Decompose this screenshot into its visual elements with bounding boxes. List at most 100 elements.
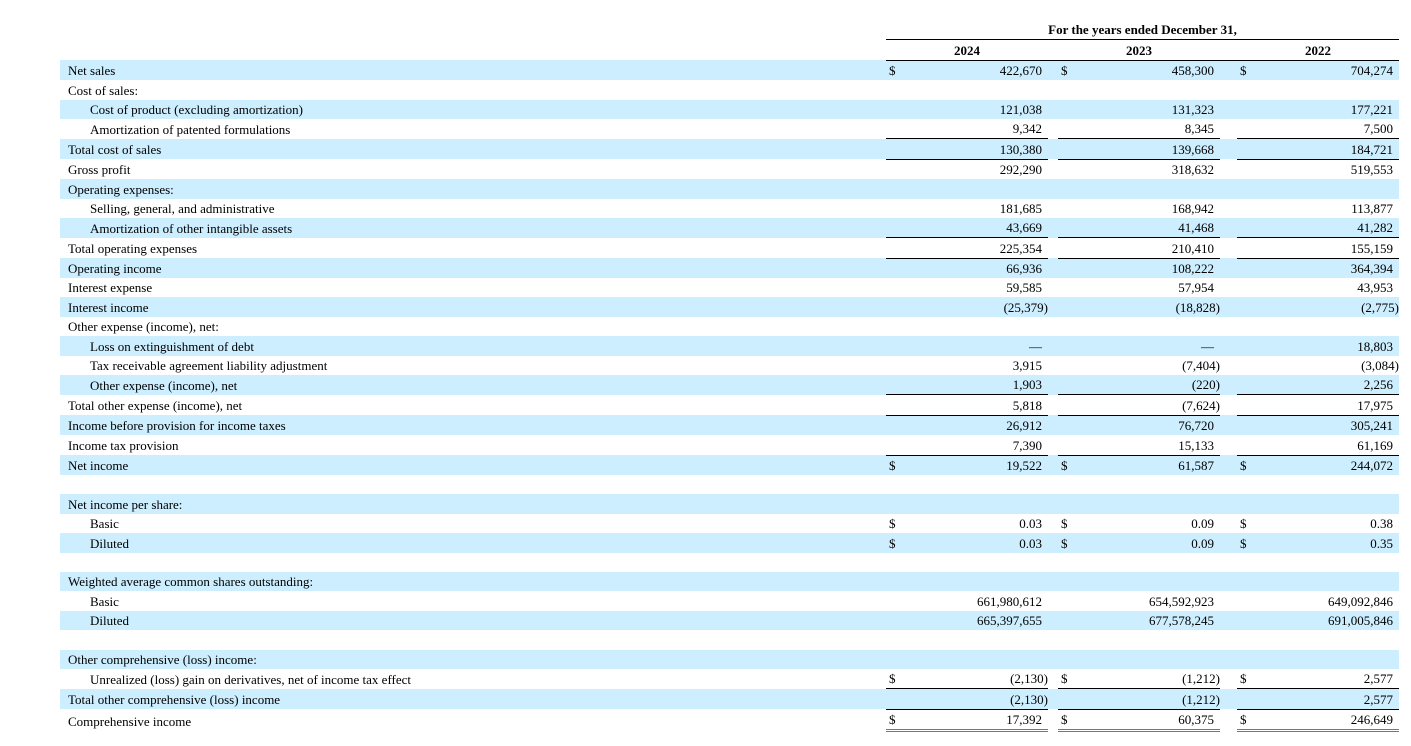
table-row: Net sales $422,670 $458,300 $704,274 bbox=[60, 60, 1399, 81]
row-label: Comprehensive income bbox=[68, 713, 192, 729]
value-2024 bbox=[900, 553, 1048, 572]
column-gap bbox=[1220, 395, 1237, 415]
value-2023: 41,468 bbox=[1072, 217, 1220, 238]
table-row: Loss on extinguishment of debt — — 18,803 bbox=[60, 336, 1399, 356]
table-row: Selling, general, and administrative 181,… bbox=[60, 199, 1399, 218]
table-row: Total other comprehensive (loss) income (… bbox=[60, 688, 1399, 710]
value-2024: 130,380 bbox=[900, 138, 1048, 160]
column-gap bbox=[1048, 455, 1058, 475]
table-row: Other expense (income), net 1,903 (220) 2,2… bbox=[60, 375, 1399, 395]
table-row: Interest expense 59,585 57,954 43,953 bbox=[60, 278, 1399, 297]
currency-symbol bbox=[1237, 435, 1251, 455]
currency-symbol bbox=[1237, 297, 1251, 317]
table-row: Gross profit 292,290 318,632 519,553 bbox=[60, 158, 1399, 180]
currency-symbol bbox=[1237, 571, 1251, 592]
column-gap bbox=[1220, 475, 1237, 494]
column-gap bbox=[1048, 217, 1058, 238]
value-2024: (25,379) bbox=[900, 297, 1048, 317]
currency-symbol: $ bbox=[1061, 516, 1068, 532]
currency-symbol bbox=[886, 394, 900, 416]
value-2023: 15,133 bbox=[1178, 437, 1214, 453]
table-row: Unrealized (loss) gain on derivatives, n… bbox=[60, 669, 1399, 689]
currency-symbol bbox=[1058, 317, 1072, 336]
value-2022: 0.38 bbox=[1370, 516, 1393, 532]
column-gap bbox=[1220, 60, 1237, 81]
currency-symbol bbox=[1058, 435, 1072, 455]
currency-symbol bbox=[1237, 336, 1251, 356]
column-gap bbox=[1048, 435, 1058, 455]
row-label: Cost of product (excluding amortization) bbox=[60, 99, 886, 119]
column-gap bbox=[1220, 159, 1237, 179]
currency-symbol bbox=[1058, 99, 1072, 119]
value-2023: 677,578,245 bbox=[1072, 610, 1220, 631]
table-row: Basic $0.03 $0.09 $0.38 bbox=[60, 514, 1399, 533]
value-2022 bbox=[1251, 630, 1399, 649]
row-label: Other comprehensive (loss) income: bbox=[60, 649, 886, 669]
value-2023: 210,410 bbox=[1072, 237, 1220, 259]
row-label: Loss on extinguishment of debt bbox=[60, 336, 886, 356]
row-label: Other expense (income), net bbox=[60, 375, 886, 395]
value-2024 bbox=[900, 630, 1048, 649]
value-2024 bbox=[900, 317, 1048, 336]
column-gap bbox=[1048, 80, 1058, 99]
table-row: Interest income (25,379) (18,828) (2,775) bbox=[60, 297, 1399, 317]
column-gap bbox=[1048, 688, 1058, 710]
value-2023: 8,345 bbox=[1184, 121, 1214, 137]
row-label: Diluted bbox=[60, 533, 886, 553]
currency-symbol bbox=[1058, 356, 1072, 375]
table-row: Comprehensive income $17,392 $60,375 $246,6… bbox=[60, 708, 1399, 733]
column-gap bbox=[1048, 415, 1058, 436]
value-2022: 519,553 bbox=[1251, 158, 1399, 180]
currency-symbol bbox=[1237, 199, 1251, 218]
table-row: Net income per share: bbox=[60, 494, 1399, 514]
column-gap bbox=[1220, 179, 1237, 199]
column-gap bbox=[1048, 630, 1058, 649]
currency-symbol bbox=[1058, 475, 1072, 494]
value-2022: (3,084) bbox=[1361, 358, 1399, 374]
row-label bbox=[60, 553, 886, 572]
currency-symbol bbox=[1237, 475, 1251, 494]
value-2022: 691,005,846 bbox=[1251, 610, 1399, 631]
column-gap bbox=[1220, 494, 1237, 514]
column-gap bbox=[1048, 297, 1058, 317]
row-label: Selling, general, and administrative bbox=[90, 200, 275, 216]
column-gap bbox=[1220, 435, 1237, 455]
column-gap bbox=[1048, 258, 1058, 279]
table-row: Amortization of other intangible assets 4… bbox=[60, 217, 1399, 238]
currency-symbol bbox=[1237, 649, 1251, 669]
currency-symbol: $ bbox=[1058, 533, 1072, 553]
currency-symbol bbox=[886, 630, 900, 649]
currency-symbol bbox=[1237, 237, 1251, 259]
value-2024 bbox=[900, 179, 1048, 199]
currency-symbol bbox=[1237, 375, 1251, 395]
row-label: Total operating expenses bbox=[68, 241, 198, 257]
value-2022: 155,159 bbox=[1251, 237, 1399, 259]
row-label: Interest income bbox=[60, 297, 886, 317]
value-2024: (2,130) bbox=[1010, 671, 1048, 687]
currency-symbol: $ bbox=[1058, 60, 1072, 81]
value-2023: 458,300 bbox=[1072, 60, 1220, 81]
value-2022: 649,092,846 bbox=[1328, 593, 1393, 609]
column-gap bbox=[1220, 709, 1237, 730]
column-gap bbox=[1048, 553, 1058, 572]
currency-symbol bbox=[1237, 414, 1251, 436]
column-gap bbox=[1220, 317, 1237, 336]
currency-symbol bbox=[1237, 99, 1251, 119]
value-2022: 305,241 bbox=[1251, 414, 1399, 436]
currency-symbol bbox=[886, 494, 900, 514]
currency-symbol bbox=[1058, 649, 1072, 669]
row-label: Total cost of sales bbox=[60, 138, 886, 160]
currency-symbol bbox=[886, 688, 900, 710]
column-gap bbox=[1048, 514, 1058, 533]
column-gap bbox=[1048, 356, 1058, 375]
currency-symbol bbox=[886, 591, 900, 610]
currency-symbol bbox=[1058, 217, 1072, 238]
column-gap bbox=[1048, 199, 1058, 218]
currency-symbol bbox=[886, 278, 900, 297]
row-label: Cost of sales: bbox=[68, 82, 139, 98]
currency-symbol bbox=[1058, 80, 1072, 99]
row-label: Other expense (income), net: bbox=[68, 319, 219, 335]
value-2024: 43,669 bbox=[900, 217, 1048, 238]
value-2023: (7,404) bbox=[1182, 358, 1220, 374]
currency-symbol: $ bbox=[1237, 60, 1251, 81]
